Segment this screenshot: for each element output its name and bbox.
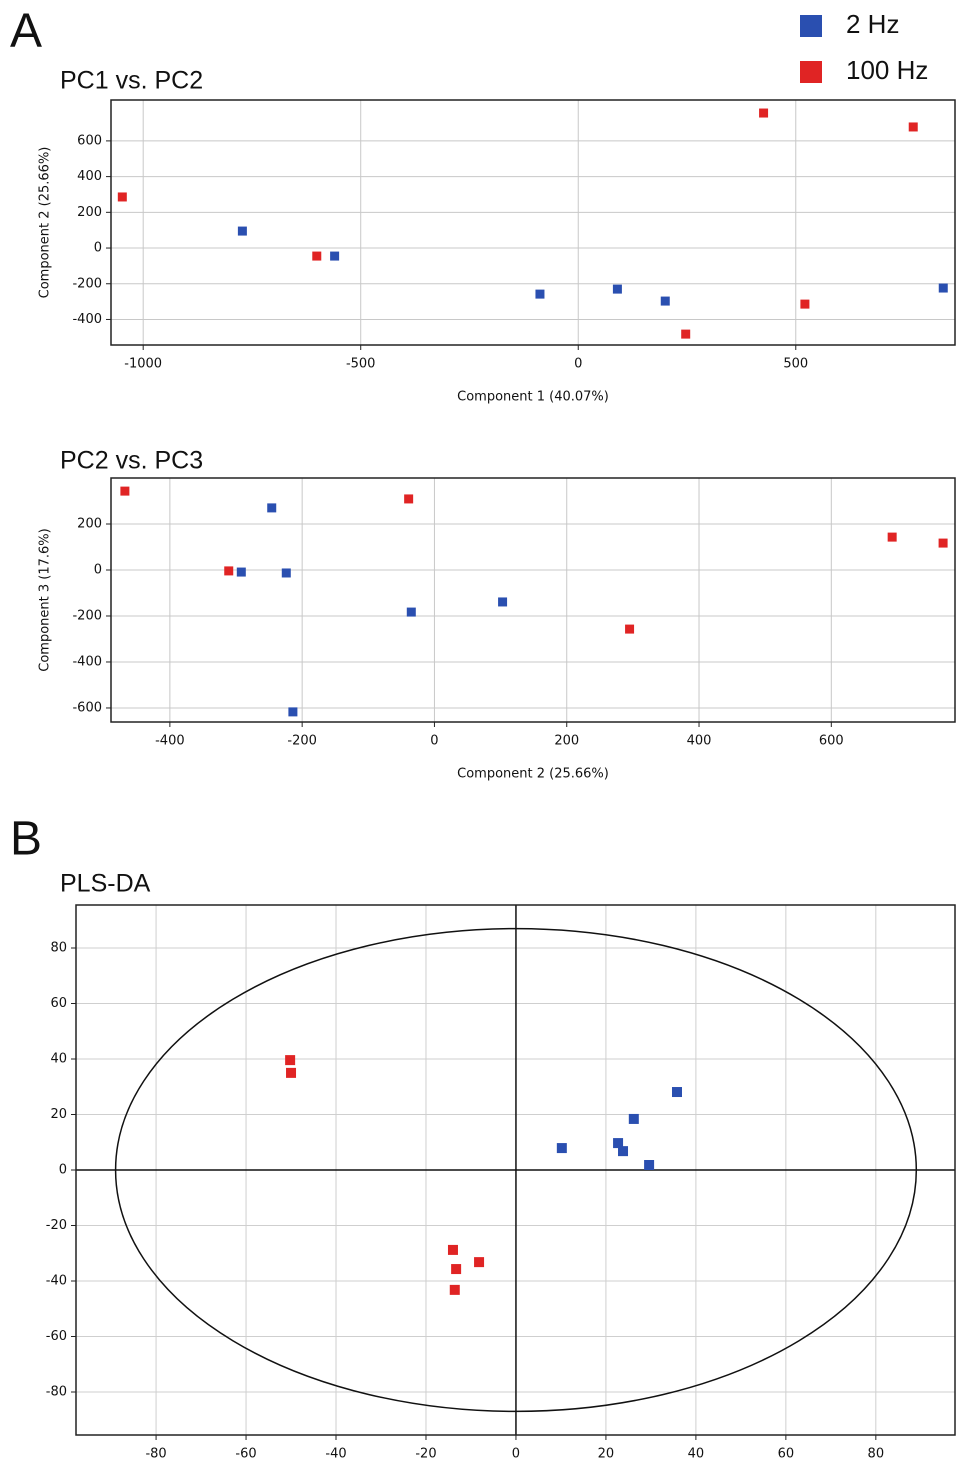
x-tick-label: -60: [235, 1447, 256, 1462]
x-tick-label: 600: [819, 734, 844, 749]
y-tick-label: 80: [50, 941, 67, 956]
point: [288, 707, 298, 717]
y-tick-label: 0: [94, 562, 102, 577]
point: [117, 192, 127, 202]
y-tick-label: 200: [77, 516, 102, 531]
point: [800, 299, 810, 309]
y-tick-label: -400: [72, 654, 102, 669]
legend-label: 2 Hz: [846, 9, 899, 39]
y-tick-label: -400: [72, 312, 102, 327]
point: [759, 108, 769, 118]
y-tick-label: 200: [77, 205, 102, 220]
y-axis-label: Component 2 (25.66%): [38, 147, 53, 299]
x-tick-label: 0: [574, 357, 582, 372]
plot-frame: [110, 477, 956, 723]
point: [625, 624, 635, 634]
y-tick-label: 0: [59, 1163, 67, 1178]
x-tick-label: 400: [687, 734, 712, 749]
point: [671, 1087, 682, 1098]
y-tick-label: -60: [46, 1329, 67, 1344]
point: [644, 1160, 655, 1171]
x-tick-label: 500: [783, 357, 808, 372]
y-tick-label: -200: [72, 276, 102, 291]
y-tick-label: -20: [46, 1218, 67, 1233]
point: [498, 597, 508, 607]
x-tick-label: 80: [868, 1447, 885, 1462]
point: [236, 567, 246, 577]
point: [938, 283, 948, 293]
y-tick-label: -600: [72, 700, 102, 715]
point: [887, 532, 897, 542]
point: [404, 494, 414, 504]
x-tick-label: -40: [325, 1447, 346, 1462]
panel-label: B: [10, 813, 42, 866]
point: [120, 486, 130, 496]
x-tick-label: 200: [554, 734, 579, 749]
x-tick-label: -1000: [124, 357, 162, 372]
plot-frame: [75, 904, 956, 1436]
x-tick-label: 0: [512, 1447, 520, 1462]
plot-area: [111, 100, 955, 345]
point: [556, 1143, 567, 1154]
point: [286, 1067, 297, 1078]
point: [224, 566, 234, 576]
x-tick-label: 0: [430, 734, 438, 749]
y-tick-label: 40: [50, 1052, 67, 1067]
point: [613, 1138, 624, 1149]
point: [618, 1146, 629, 1157]
chart-title: PLS-DA: [60, 870, 151, 898]
x-axis-label: Component 1 (40.07%): [457, 390, 609, 405]
legend-swatch: [800, 15, 822, 37]
y-tick-label: -80: [46, 1384, 67, 1399]
y-tick-label: 0: [94, 241, 102, 256]
point: [285, 1055, 296, 1066]
x-tick-label: 60: [778, 1447, 795, 1462]
x-tick-label: -500: [346, 357, 376, 372]
legend-swatch: [800, 61, 822, 83]
point: [281, 568, 291, 578]
point: [938, 538, 948, 548]
x-tick-label: -80: [145, 1447, 166, 1462]
x-tick-label: -20: [415, 1447, 436, 1462]
x-tick-label: 20: [598, 1447, 615, 1462]
x-tick-label: -400: [155, 734, 185, 749]
point: [628, 1113, 639, 1124]
y-tick-label: 60: [50, 996, 67, 1011]
point: [660, 296, 670, 306]
point: [908, 122, 918, 132]
plot-area: [111, 478, 955, 722]
chart-title: PC1 vs. PC2: [60, 67, 203, 95]
point: [535, 289, 545, 299]
point: [312, 251, 322, 261]
y-axis-label: Component 3 (17.6%): [38, 528, 53, 671]
y-tick-label: 400: [77, 169, 102, 184]
x-tick-label: 40: [688, 1447, 705, 1462]
y-tick-label: -40: [46, 1273, 67, 1288]
point: [237, 226, 247, 236]
legend-label: 100 Hz: [846, 55, 928, 85]
point: [612, 284, 622, 294]
point: [447, 1244, 458, 1255]
y-tick-label: 20: [50, 1107, 67, 1122]
point: [406, 607, 416, 617]
point: [449, 1284, 460, 1295]
x-axis-label: Component 2 (25.66%): [457, 767, 609, 782]
point: [451, 1264, 462, 1275]
plot-frame: [110, 99, 956, 346]
point: [330, 251, 340, 261]
x-tick-label: -200: [287, 734, 317, 749]
chart-title: PC2 vs. PC3: [60, 447, 203, 475]
y-tick-label: -200: [72, 608, 102, 623]
point: [474, 1257, 485, 1268]
point: [267, 503, 277, 513]
y-tick-label: 600: [77, 133, 102, 148]
point: [681, 329, 691, 339]
panel-label: A: [10, 5, 42, 58]
